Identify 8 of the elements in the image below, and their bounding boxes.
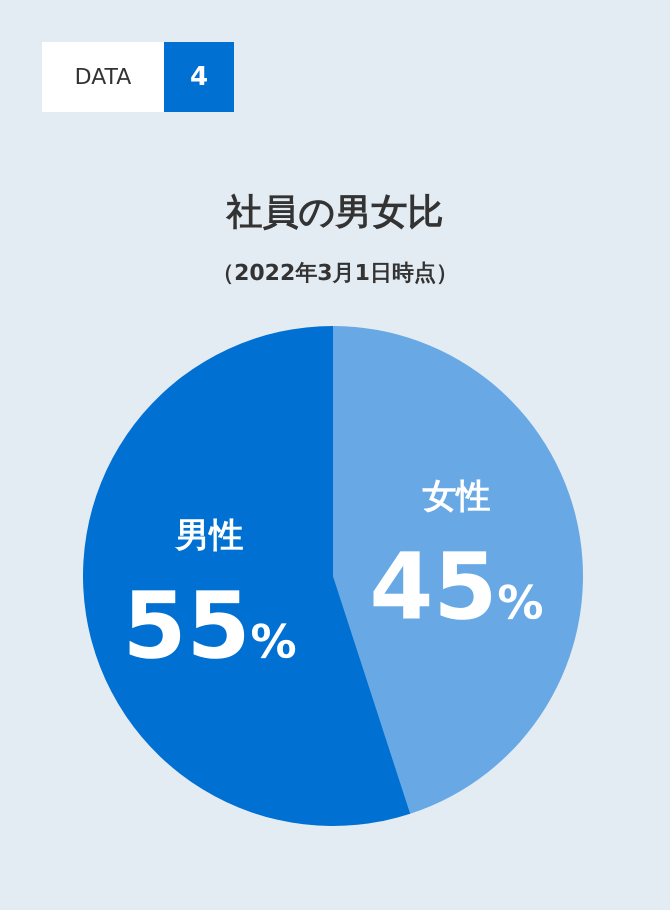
chart-title: 社員の男女比 — [224, 191, 444, 235]
text: DATA — [42, 42, 164, 112]
slice-label: 女性 — [421, 476, 490, 516]
slice-label: 男性 — [174, 515, 244, 556]
text: 4 — [164, 42, 234, 112]
chart-subtitle: （2022年3月1日時点） — [211, 260, 459, 288]
data-label: 45% — [369, 533, 544, 640]
data-label: 55% — [122, 572, 297, 680]
